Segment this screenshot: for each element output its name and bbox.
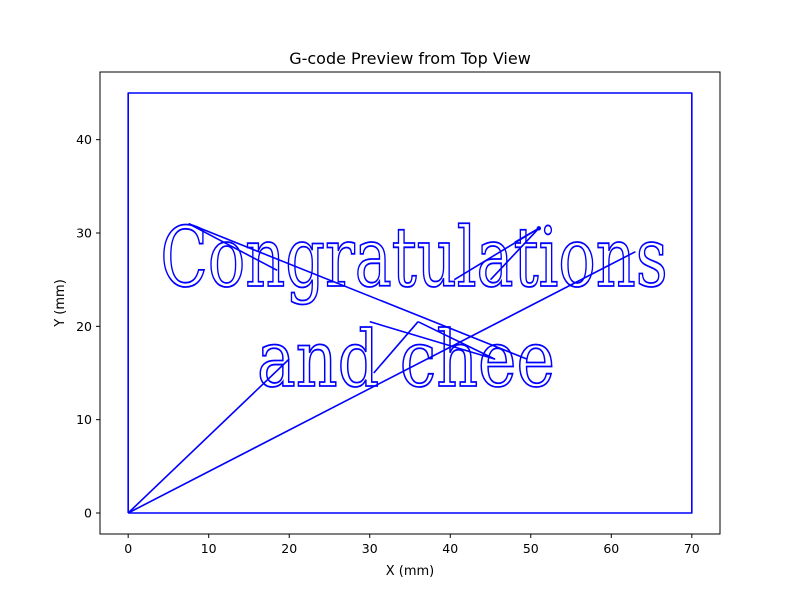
toolpath-lines	[127, 92, 693, 514]
chart-title: G-code Preview from Top View	[289, 49, 531, 68]
x-tick-label: 10	[201, 541, 217, 556]
x-tick-label: 50	[523, 541, 539, 556]
engraved-text-line-1: Congratulations	[160, 211, 667, 306]
x-tick-label: 60	[603, 541, 619, 556]
y-tick-label: 10	[76, 412, 92, 427]
x-axis-ticks: 0 10 20 30 40 50 60 70	[124, 534, 700, 556]
travel-move-path	[188, 222, 528, 360]
travel-move-path	[514, 227, 540, 244]
toolpath-endpoint	[536, 226, 542, 231]
travel-move-path	[127, 358, 290, 514]
engraved-text: Congratulations and chee	[159, 210, 668, 406]
x-tick-label: 40	[442, 541, 458, 556]
x-tick-label: 30	[362, 541, 378, 556]
y-axis-ticks: 0 10 20 30 40	[76, 132, 100, 521]
x-tick-label: 70	[684, 541, 700, 556]
y-tick-label: 20	[76, 319, 92, 334]
x-axis-label: X (mm)	[386, 564, 435, 579]
travel-move-path	[188, 222, 278, 272]
travel-move-path	[127, 250, 636, 514]
y-tick-label: 30	[76, 226, 92, 241]
x-tick-label: 0	[124, 541, 132, 556]
border-path	[127, 92, 693, 514]
travel-move-path	[373, 321, 419, 374]
y-axis-label: Y (mm)	[53, 279, 68, 328]
engraved-text-line-2: and chee	[257, 315, 555, 405]
y-tick-label: 0	[84, 506, 92, 521]
plot-area	[99, 71, 721, 535]
travel-move-path	[369, 320, 496, 360]
y-tick-label: 40	[76, 132, 92, 147]
x-tick-label: 20	[281, 541, 297, 556]
